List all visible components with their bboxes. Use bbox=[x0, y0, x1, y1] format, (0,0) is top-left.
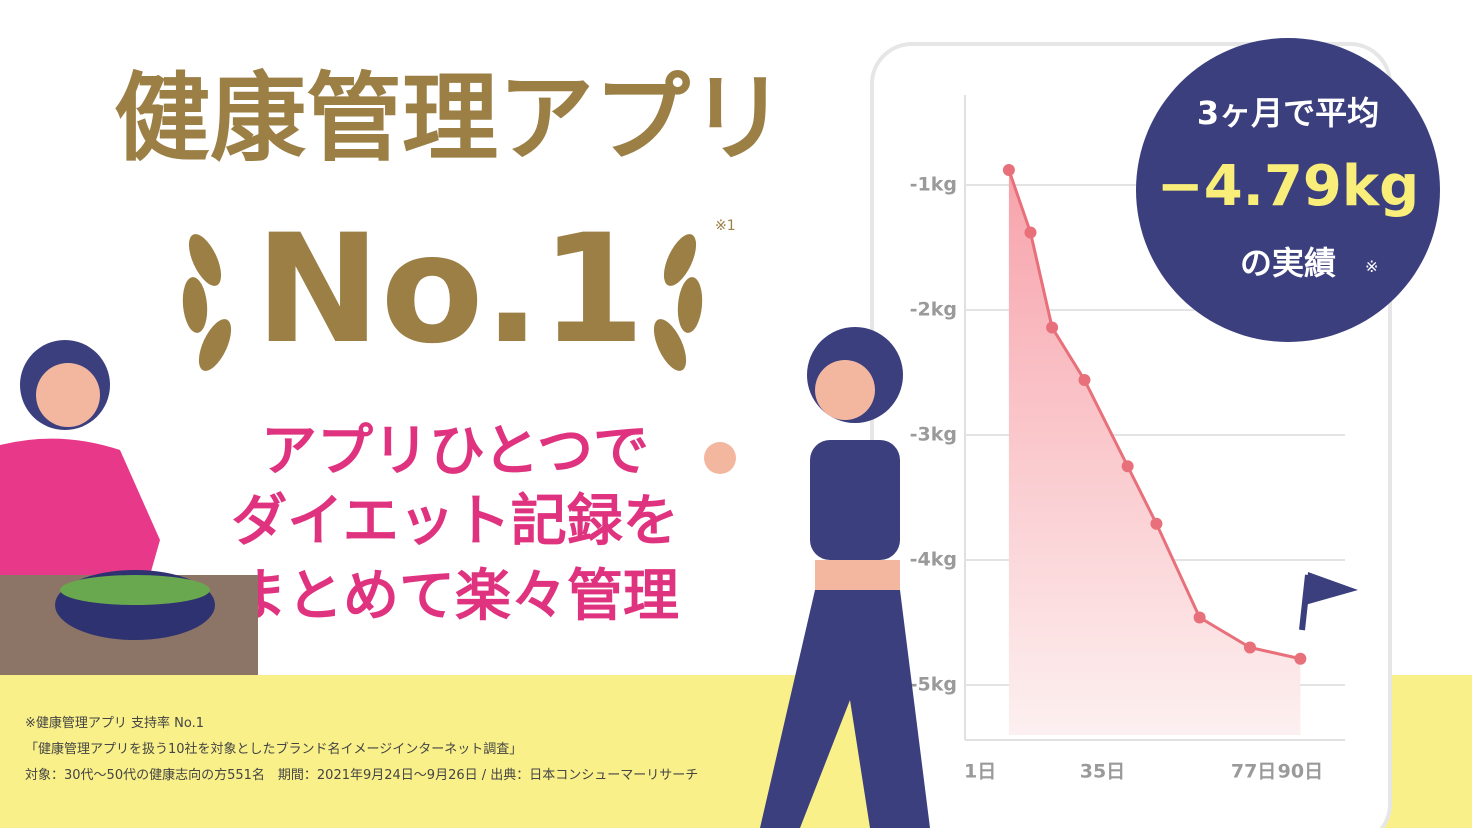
y-tick-label: -5kg bbox=[910, 674, 957, 696]
area bbox=[1008, 170, 1301, 735]
point bbox=[1121, 460, 1134, 473]
tagline: アプリひとつで bbox=[261, 419, 649, 484]
x-tick-label: 1日 bbox=[964, 761, 996, 783]
badge bbox=[1136, 38, 1440, 342]
badge-note: ※ bbox=[1365, 257, 1378, 276]
point bbox=[1150, 517, 1163, 530]
x-tick-label: 35日 bbox=[1080, 761, 1125, 783]
point bbox=[1024, 226, 1037, 239]
point bbox=[1193, 611, 1206, 624]
laurel bbox=[182, 234, 703, 371]
x-tick-label: 90日 bbox=[1278, 761, 1323, 783]
y-tick-label: -1kg bbox=[910, 174, 957, 196]
woman-walking bbox=[704, 327, 930, 828]
point bbox=[1294, 652, 1307, 665]
rank: No.1 bbox=[255, 203, 645, 377]
x-tick-label: 77日 bbox=[1231, 761, 1276, 783]
point bbox=[1244, 641, 1256, 654]
badge-result: −4.79kg bbox=[1157, 154, 1419, 219]
footnote: ※健康管理アプリ 支持率 No.1 bbox=[25, 715, 204, 731]
woman-eating bbox=[0, 340, 258, 675]
badge-text: の実績 bbox=[1240, 244, 1336, 282]
y-tick-label: -4kg bbox=[910, 549, 957, 571]
point bbox=[1078, 374, 1091, 386]
footnote: 対象：30代〜50代の健康志向の方551名 期間：2021年9月24日〜9月26… bbox=[25, 767, 698, 783]
y-tick-label: -3kg bbox=[910, 424, 957, 446]
footnote: 「健康管理アプリを扱う10社を対象としたブランド名イメージインターネット調査」 bbox=[25, 741, 522, 757]
tagline: ダイエット記録を bbox=[231, 489, 678, 554]
badge-text: 3ヶ月で平均 bbox=[1197, 94, 1379, 132]
tagline: まとめて楽々管理 bbox=[231, 564, 679, 629]
title: 健康管理アプリ bbox=[114, 62, 786, 174]
note-mark: ※1 bbox=[715, 218, 736, 234]
point bbox=[1046, 321, 1059, 334]
y-tick-label: -2kg bbox=[910, 299, 957, 321]
flag bbox=[1299, 572, 1358, 631]
point bbox=[1002, 164, 1015, 176]
